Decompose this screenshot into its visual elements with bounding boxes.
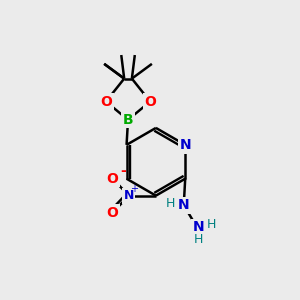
Text: N: N: [179, 138, 191, 152]
Text: N: N: [193, 220, 204, 234]
Text: O: O: [144, 94, 156, 109]
Text: H: H: [166, 197, 175, 210]
Text: +: +: [130, 184, 138, 194]
Text: O: O: [107, 172, 118, 186]
Text: H: H: [207, 218, 216, 231]
Text: N: N: [124, 189, 134, 202]
Text: B: B: [123, 113, 133, 127]
Text: O: O: [100, 94, 112, 109]
Text: O: O: [107, 206, 118, 220]
Text: H: H: [194, 233, 203, 246]
Text: N: N: [178, 198, 190, 212]
Text: -: -: [120, 164, 126, 178]
